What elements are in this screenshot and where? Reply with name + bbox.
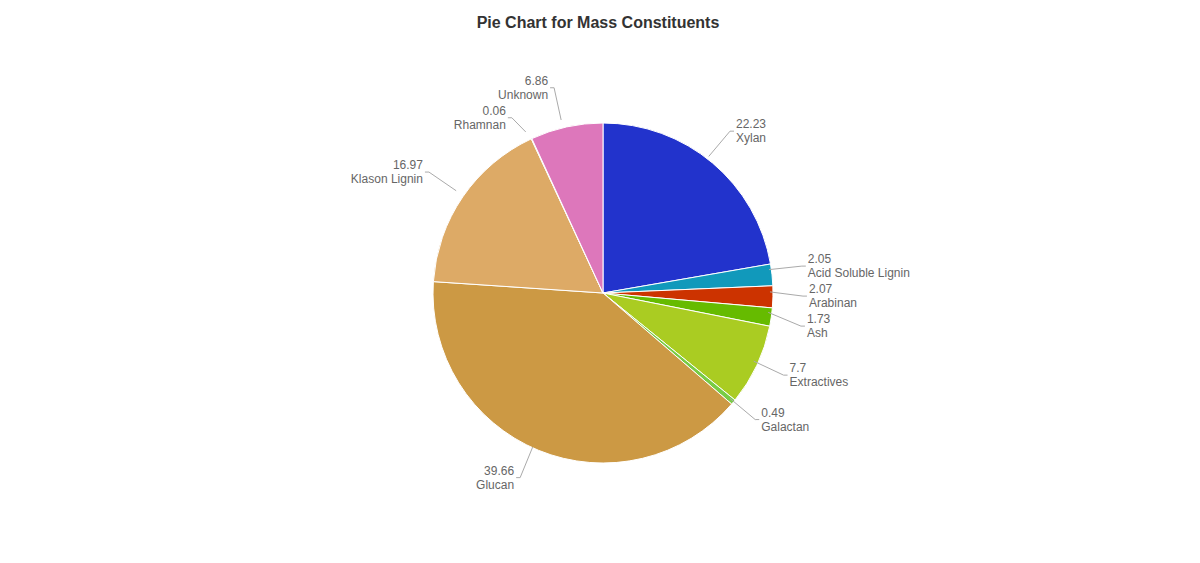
svg-text:39.66Glucan: 39.66Glucan xyxy=(476,464,514,492)
svg-text:0.06Rhamnan: 0.06Rhamnan xyxy=(454,104,506,132)
svg-text:16.97Klason Lignin: 16.97Klason Lignin xyxy=(351,158,423,186)
svg-text:1.73Ash: 1.73Ash xyxy=(807,312,831,340)
svg-text:7.7Extractives: 7.7Extractives xyxy=(790,361,849,389)
svg-text:2.05Acid Soluble Lignin: 2.05Acid Soluble Lignin xyxy=(808,252,910,280)
html-text:Pie Chart for Mass Constituent: Pie Chart for Mass Constituents xyxy=(476,14,720,31)
svg-text:0.49Galactan: 0.49Galactan xyxy=(761,406,809,434)
svg-text:22.23Xylan: 22.23Xylan xyxy=(736,117,766,145)
svg-text:2.07Arabinan: 2.07Arabinan xyxy=(809,282,857,310)
svg-text:6.86Unknown: 6.86Unknown xyxy=(498,74,548,102)
